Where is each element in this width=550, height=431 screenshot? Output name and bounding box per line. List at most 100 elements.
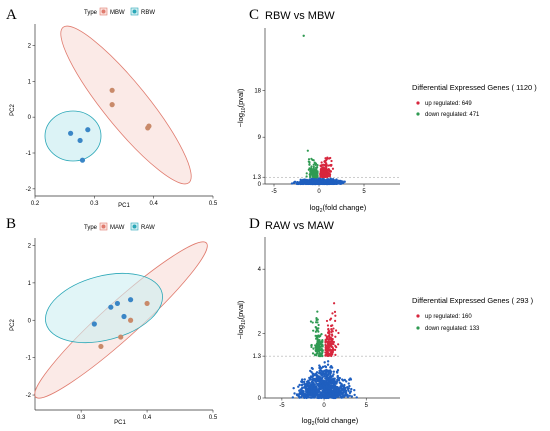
- volcano-point-neutral: [323, 361, 326, 364]
- volcano-point-up: [324, 165, 327, 168]
- volcano-point-up: [328, 338, 331, 341]
- volcano-point-neutral: [312, 389, 316, 393]
- volcano-point-neutral: [337, 393, 340, 396]
- volcano-point-down: [311, 352, 315, 355]
- volcano-point-neutral: [346, 386, 349, 389]
- volcano-point-neutral: [316, 375, 319, 379]
- volcano-point-down: [318, 340, 321, 344]
- chart-title-d: RAW vs MAW: [265, 220, 334, 232]
- volcano-point-neutral: [321, 371, 325, 374]
- pca-point-raw: [121, 313, 127, 320]
- x-tick-label: 0.5: [209, 415, 218, 421]
- volcano-point-down: [312, 174, 315, 177]
- volcano-point-neutral: [298, 389, 301, 392]
- volcano-point-neutral: [321, 365, 325, 369]
- volcano-point-up: [330, 159, 333, 163]
- y-tick-label: -2: [26, 393, 32, 399]
- volcano-point-neutral: [303, 382, 306, 386]
- volcano-point-up: [322, 168, 326, 171]
- pca-point-rbw: [85, 127, 91, 133]
- x-label-a: PC1: [118, 203, 130, 209]
- legend-label-up-d: up regulated: 160: [425, 314, 472, 320]
- legend-label-down-d: down regulated: 133: [425, 326, 480, 332]
- volcano-point-down: [312, 167, 315, 170]
- volcano-point-neutral: [302, 179, 306, 182]
- x-tick-label: 0: [317, 189, 321, 195]
- legend-label-mbw: MBW: [110, 10, 125, 16]
- volcano-point-up: [329, 170, 333, 173]
- volcano-point-down: [315, 170, 319, 173]
- volcano-point-neutral: [325, 390, 328, 393]
- volcano-point-neutral: [300, 380, 304, 384]
- volcano-point-down: [318, 334, 322, 338]
- volcano-point-down: [316, 347, 319, 350]
- volcano-point-neutral: [300, 383, 304, 387]
- y-tick-label: 2: [28, 44, 32, 50]
- volcano-point-neutral: [317, 388, 321, 391]
- volcano-point-up: [324, 344, 328, 347]
- volcano-point-up: [320, 168, 323, 171]
- volcano-point-down: [321, 350, 324, 354]
- volcano-point-neutral: [342, 390, 345, 393]
- volcano-point-neutral: [336, 386, 339, 390]
- volcano-point-neutral: [346, 387, 350, 391]
- legend-dot-up-c: [416, 101, 420, 105]
- volcano-point-up: [334, 348, 337, 351]
- volcano-point-down: [318, 349, 321, 352]
- volcano-point-down: [315, 337, 318, 340]
- volcano-point-neutral: [318, 366, 321, 370]
- volcano-point-neutral: [300, 393, 303, 396]
- panel-label-c: C: [249, 7, 259, 23]
- volcano-point-up: [332, 342, 335, 346]
- y-tick-label: -1: [26, 356, 32, 362]
- volcano-point-neutral: [326, 182, 329, 186]
- volcano-point-up: [324, 160, 327, 163]
- volcano-point-down: [314, 350, 318, 353]
- volcano-point-down: [310, 173, 313, 176]
- x-tick-label: 5: [362, 189, 366, 195]
- volcano-point-down: [314, 330, 317, 333]
- volcano-point-neutral: [313, 383, 316, 386]
- volcano-point-neutral: [329, 366, 332, 369]
- volcano-point-neutral: [319, 372, 322, 375]
- volcano-point-neutral: [348, 391, 352, 395]
- volcano-point-down: [317, 323, 320, 327]
- volcano-point-neutral: [305, 389, 308, 393]
- volcano-point-up: [328, 333, 331, 337]
- volcano-point-neutral: [323, 365, 327, 368]
- x-label-c: log2(fold change): [310, 203, 367, 214]
- volcano-point-down: [305, 175, 308, 178]
- volcano-point-neutral: [293, 180, 297, 184]
- volcano-point-neutral: [324, 388, 327, 391]
- volcano-point-up: [324, 346, 327, 349]
- volcano-point-down: [314, 344, 318, 347]
- ellipse-rbw: [44, 110, 102, 162]
- volcano-point-neutral: [341, 180, 344, 183]
- volcano-point-neutral: [320, 377, 324, 380]
- volcano-point-up: [321, 163, 324, 167]
- volcano-point-up: [323, 172, 327, 175]
- volcano-point-neutral: [336, 389, 339, 392]
- x-tick-label: 0.2: [31, 201, 40, 207]
- volcano-point-down: [310, 165, 313, 168]
- volcano-point-neutral: [328, 179, 331, 182]
- volcano-point-neutral: [310, 375, 313, 379]
- volcano-point-up: [334, 335, 337, 338]
- volcano-point-neutral: [319, 384, 323, 387]
- volcano-point-neutral: [355, 396, 358, 399]
- volcano-point-up: [330, 163, 333, 167]
- volcano-point-up: [320, 172, 323, 175]
- volcano-point-neutral: [310, 366, 314, 370]
- volcano-point-down: [314, 162, 318, 165]
- volcano-point-neutral: [314, 181, 318, 184]
- volcano-point-neutral: [320, 374, 324, 377]
- volcano-point-up: [329, 318, 332, 321]
- pca-plot-a: Type MBW RBW 0.2 0.3 0.4 0.5 -2 -1 0 1 2 PC1 PC2: [10, 7, 218, 209]
- volcano-point-down: [315, 317, 318, 320]
- y-label-a: PC2: [10, 104, 16, 116]
- volcano-point-neutral: [336, 374, 339, 378]
- volcano-point-neutral: [307, 181, 310, 184]
- volcano-point-neutral: [303, 380, 306, 384]
- volcano-point-up: [333, 310, 337, 313]
